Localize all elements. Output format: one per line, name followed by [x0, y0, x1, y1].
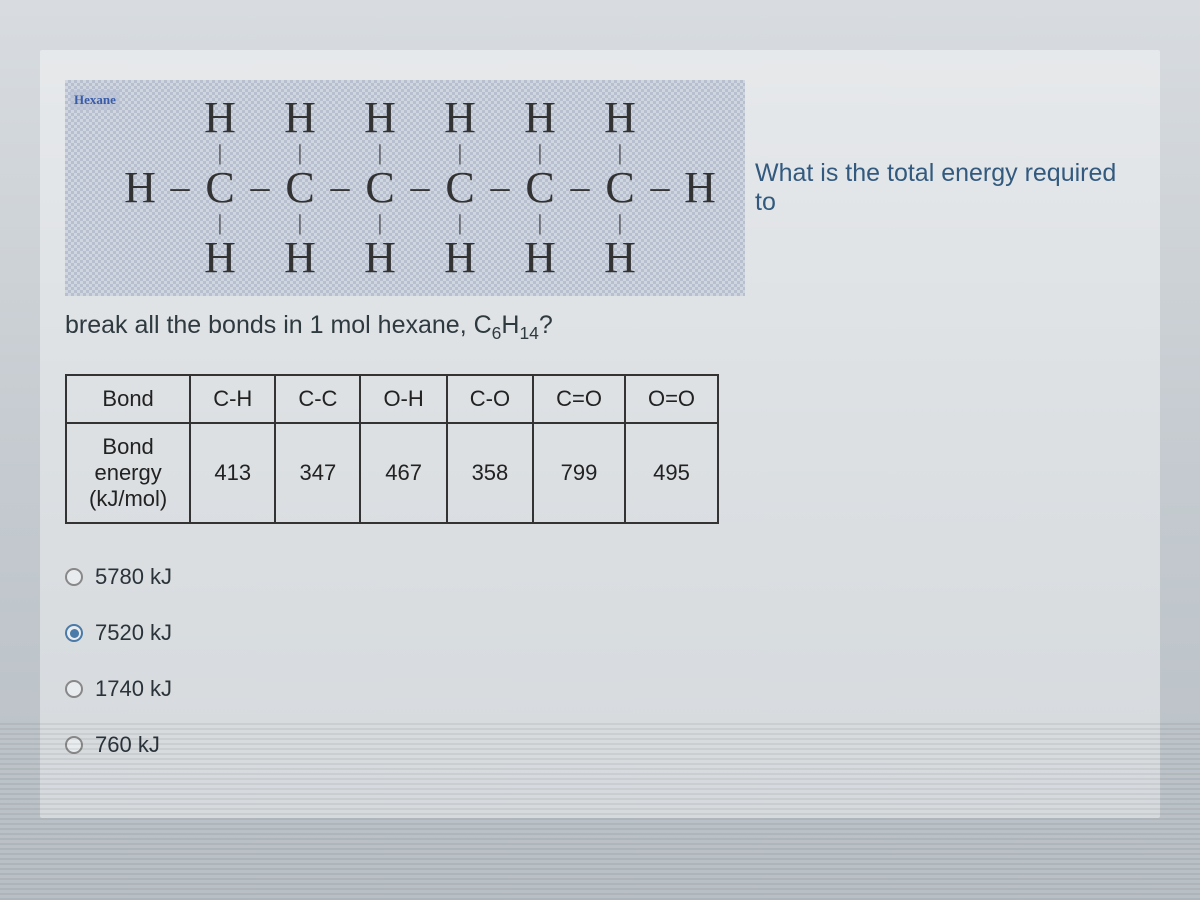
- molecule-display-row: H H H H H H | | | | | | H –: [65, 80, 1135, 296]
- bond-value: 467: [360, 423, 446, 523]
- formula-sub1: 6: [492, 323, 502, 343]
- atom-h: H: [275, 234, 325, 282]
- bond-value: 495: [625, 423, 718, 523]
- bond-type: C-H: [190, 375, 275, 423]
- atom-h: H: [115, 164, 165, 212]
- atom-c: C: [435, 164, 485, 212]
- molecule-section: Hexane H H H H H H | | | | | |: [65, 80, 1135, 344]
- row-header-bond: Bond: [66, 375, 190, 423]
- bond-horizontal: –: [325, 167, 355, 209]
- answer-options: 5780 kJ 7520 kJ 1740 kJ 760 kJ: [65, 564, 1135, 758]
- atom-h: H: [195, 234, 245, 282]
- bond-horizontal: –: [645, 167, 675, 209]
- bond-horizontal: –: [165, 167, 195, 209]
- question-container: Hexane H H H H H H | | | | | |: [40, 50, 1160, 818]
- bond-type: C-O: [447, 375, 533, 423]
- table-row: Bond C-H C-C O-H C-O C=O O=O: [66, 375, 718, 423]
- bond-value: 413: [190, 423, 275, 523]
- formula-c: C: [474, 311, 492, 339]
- atom-h: H: [355, 234, 405, 282]
- bond-horizontal: –: [485, 167, 515, 209]
- atom-h: H: [595, 94, 645, 142]
- option-c[interactable]: 1740 kJ: [65, 676, 1135, 702]
- option-label: 7520 kJ: [95, 620, 172, 646]
- bond-vertical: |: [435, 216, 485, 229]
- atom-h: H: [355, 94, 405, 142]
- option-label: 5780 kJ: [95, 564, 172, 590]
- bond-type: O-H: [360, 375, 446, 423]
- option-label: 760 kJ: [95, 732, 160, 758]
- atom-h: H: [435, 234, 485, 282]
- bond-vertical: |: [595, 146, 645, 159]
- radio-icon: [65, 568, 83, 586]
- radio-icon: [65, 680, 83, 698]
- question-suffix: ?: [539, 311, 553, 339]
- row-header-line2: energy: [89, 460, 167, 486]
- formula-h: H: [501, 311, 519, 339]
- atom-h: H: [675, 164, 725, 212]
- question-text-below: break all the bonds in 1 mol hexane, C6H…: [65, 311, 1135, 344]
- atom-h: H: [275, 94, 325, 142]
- atom-h: H: [515, 234, 565, 282]
- bond-horizontal: –: [245, 167, 275, 209]
- atom-c: C: [355, 164, 405, 212]
- bond-horizontal: –: [565, 167, 595, 209]
- bond-vertical: |: [195, 216, 245, 229]
- bond-vertical: |: [275, 216, 325, 229]
- question-text-inline: What is the total energy required to: [755, 159, 1135, 217]
- bond-vertical: |: [435, 146, 485, 159]
- row-header-energy: Bond energy (kJ/mol): [66, 423, 190, 523]
- atom-c: C: [275, 164, 325, 212]
- bond-type: C-C: [275, 375, 360, 423]
- radio-icon: [65, 624, 83, 642]
- molecule-label: Hexane: [70, 90, 120, 110]
- bond-vertical: |: [515, 216, 565, 229]
- bond-value: 358: [447, 423, 533, 523]
- bond-vertical: |: [275, 146, 325, 159]
- atom-c: C: [515, 164, 565, 212]
- atom-h: H: [195, 94, 245, 142]
- option-label: 1740 kJ: [95, 676, 172, 702]
- bond-horizontal: –: [405, 167, 435, 209]
- bond-type: O=O: [625, 375, 718, 423]
- bond-vertical: |: [355, 146, 405, 159]
- atom-c: C: [195, 164, 245, 212]
- bond-value: 347: [275, 423, 360, 523]
- option-b[interactable]: 7520 kJ: [65, 620, 1135, 646]
- bond-vertical: |: [595, 216, 645, 229]
- bond-vertical: |: [515, 146, 565, 159]
- radio-icon: [65, 736, 83, 754]
- atom-h: H: [515, 94, 565, 142]
- formula-sub2: 14: [519, 323, 538, 343]
- option-a[interactable]: 5780 kJ: [65, 564, 1135, 590]
- question-prefix: break all the bonds in 1 mol hexane,: [65, 311, 474, 339]
- table-row: Bond energy (kJ/mol) 413 347 467 358 799…: [66, 423, 718, 523]
- option-d[interactable]: 760 kJ: [65, 732, 1135, 758]
- bond-value: 799: [533, 423, 625, 523]
- atom-h: H: [435, 94, 485, 142]
- row-header-line3: (kJ/mol): [89, 486, 167, 512]
- bond-vertical: |: [195, 146, 245, 159]
- bond-energy-table: Bond C-H C-C O-H C-O C=O O=O Bond energy…: [65, 374, 719, 524]
- hexane-structure: H H H H H H | | | | | | H –: [65, 80, 745, 296]
- atom-h: H: [595, 234, 645, 282]
- bond-type: C=O: [533, 375, 625, 423]
- atom-c: C: [595, 164, 645, 212]
- bond-vertical: |: [355, 216, 405, 229]
- row-header-line1: Bond: [89, 434, 167, 460]
